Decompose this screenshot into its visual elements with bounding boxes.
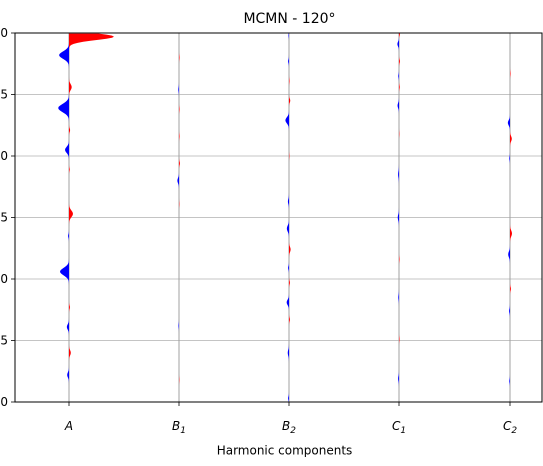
negative-lobe-c1 bbox=[398, 68, 399, 84]
negative-lobe-a bbox=[59, 41, 69, 69]
x-tick-label: B1 bbox=[172, 419, 186, 436]
negative-lobe-b2 bbox=[288, 53, 289, 69]
wiggle-fills bbox=[58, 33, 512, 402]
negative-lobe-c2 bbox=[507, 112, 510, 133]
negative-lobe-b1 bbox=[178, 318, 179, 334]
negative-lobe-c1 bbox=[397, 35, 399, 53]
negative-lobe-c2 bbox=[509, 302, 510, 320]
plot-frame bbox=[14, 32, 543, 403]
positive-lobe-c1 bbox=[399, 251, 400, 267]
negative-lobe-b2 bbox=[286, 292, 289, 313]
negative-lobe-c1 bbox=[397, 95, 399, 116]
negative-lobe-a bbox=[66, 317, 69, 337]
positive-lobe-a bbox=[69, 76, 72, 99]
positive-lobe-b2 bbox=[289, 312, 290, 327]
grid-lines bbox=[15, 94, 542, 341]
negative-lobe-b2 bbox=[288, 390, 289, 402]
negative-lobe-a bbox=[68, 228, 69, 244]
negative-lobe-a bbox=[58, 93, 69, 123]
positive-lobe-b1 bbox=[179, 156, 180, 171]
negative-lobe-c1 bbox=[398, 368, 399, 389]
negative-lobe-c2 bbox=[509, 373, 510, 389]
x-axis-label: Harmonic components bbox=[217, 444, 353, 458]
negative-lobe-a bbox=[65, 138, 69, 161]
chart-title: MCMN - 120° bbox=[243, 11, 335, 27]
positive-lobe-b1 bbox=[179, 101, 180, 117]
y-tick-label: 5 bbox=[0, 88, 8, 102]
positive-lobe-b2 bbox=[289, 73, 290, 89]
positive-lobe-a bbox=[69, 342, 71, 363]
negative-lobe-c1 bbox=[398, 162, 399, 187]
negative-lobe-c1 bbox=[398, 287, 399, 308]
positive-lobe-b2 bbox=[289, 93, 291, 109]
negative-lobe-b2 bbox=[287, 191, 289, 212]
x-axis-ticks: A B1 B2 C1 C2 bbox=[64, 402, 517, 436]
x-tick-label: C1 bbox=[392, 419, 406, 436]
positive-lobe-a bbox=[69, 33, 114, 49]
negative-lobe-c2 bbox=[509, 151, 510, 166]
negative-lobe-b2 bbox=[287, 341, 289, 364]
positive-lobe-a bbox=[69, 201, 73, 227]
positive-lobe-b1 bbox=[179, 128, 180, 144]
positive-lobe-c1 bbox=[399, 33, 400, 41]
x-tick-label: B2 bbox=[282, 419, 296, 436]
negative-lobe-b2 bbox=[286, 217, 289, 240]
positive-lobe-c1 bbox=[399, 331, 400, 347]
positive-lobe-a bbox=[69, 299, 70, 315]
positive-lobe-b2 bbox=[289, 275, 290, 291]
positive-lobe-b1 bbox=[179, 50, 180, 65]
negative-lobe-b2 bbox=[288, 260, 289, 276]
x-tick-label: A bbox=[64, 419, 73, 433]
y-tick-label: 10 bbox=[0, 149, 8, 163]
y-tick-label: 0 bbox=[0, 26, 8, 40]
y-axis-ticks: 0 5 10 15 20 25 30 bbox=[0, 26, 15, 409]
positive-lobe-c1 bbox=[399, 53, 400, 69]
negative-lobe-b1 bbox=[178, 80, 179, 99]
positive-lobe-c2 bbox=[510, 281, 511, 297]
negative-lobe-b2 bbox=[285, 109, 289, 132]
negative-lobe-b2 bbox=[288, 33, 289, 42]
negative-lobe-a bbox=[60, 258, 69, 286]
positive-lobe-c1 bbox=[399, 79, 400, 95]
negative-lobe-c1 bbox=[397, 206, 399, 229]
y-tick-label: 15 bbox=[0, 211, 8, 225]
y-tick-label: 30 bbox=[0, 395, 8, 409]
negative-lobe-c2 bbox=[508, 243, 510, 266]
positive-lobe-a bbox=[69, 163, 70, 176]
positive-lobe-c2 bbox=[510, 222, 512, 245]
positive-lobe-b2 bbox=[289, 239, 291, 260]
positive-lobe-c2 bbox=[510, 128, 512, 149]
x-tick-label: C2 bbox=[503, 419, 517, 436]
positive-lobe-a bbox=[69, 122, 71, 138]
y-tick-label: 25 bbox=[0, 334, 8, 348]
y-tick-label: 20 bbox=[0, 272, 8, 286]
negative-lobe-b1 bbox=[177, 170, 179, 191]
positive-lobe-c2 bbox=[510, 66, 511, 81]
negative-lobe-a bbox=[67, 365, 69, 385]
